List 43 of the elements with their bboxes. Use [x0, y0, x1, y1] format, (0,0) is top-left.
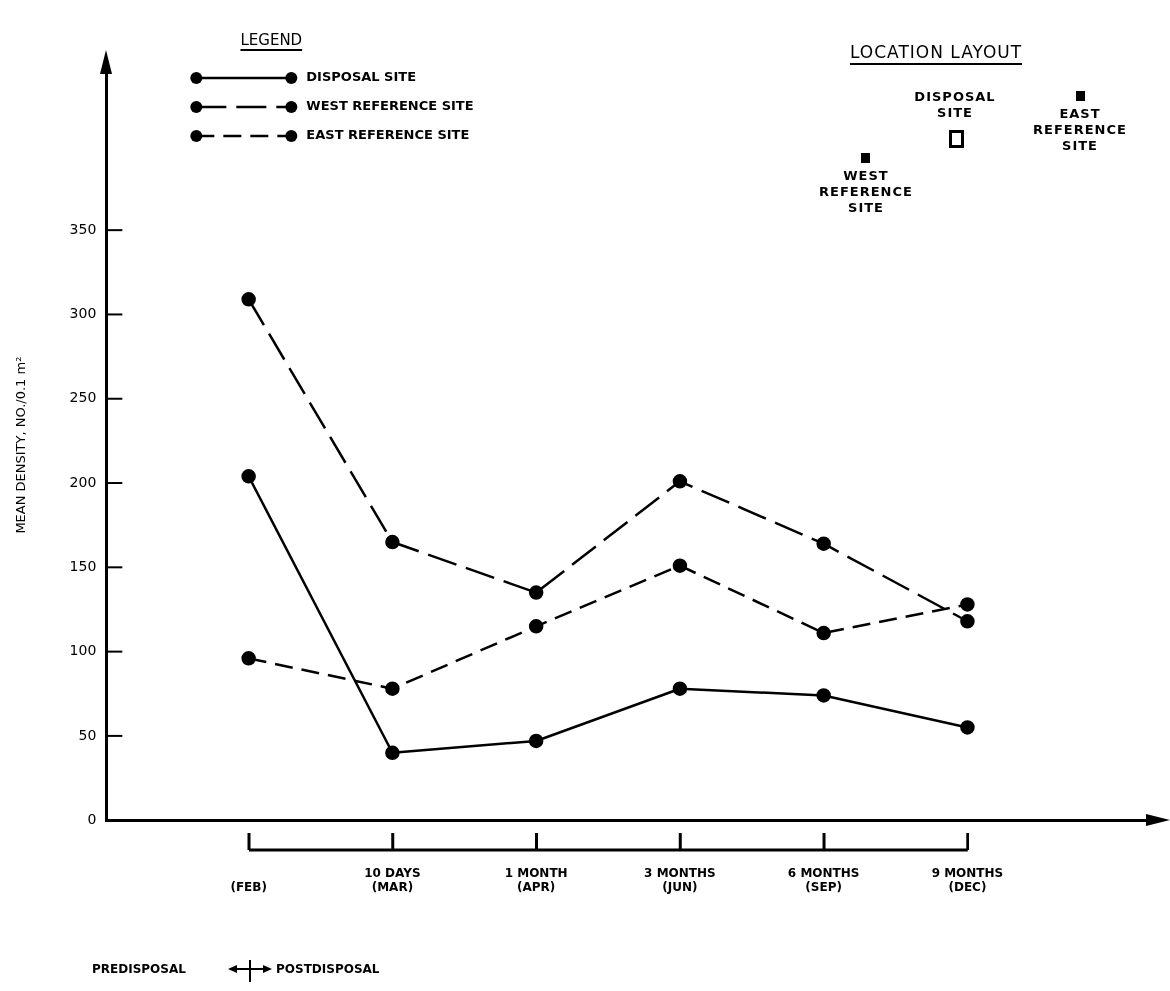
legend-label: EAST REFERENCE SITE: [306, 127, 470, 143]
point: [241, 651, 256, 666]
x-tick-label: 1 MONTH (APR): [504, 865, 568, 894]
text: POSTDISPOSAL: [276, 962, 380, 976]
point: [816, 536, 831, 551]
legend-title: LEGEND: [240, 31, 303, 49]
text: PREDISPOSAL: [92, 962, 186, 976]
y-tick-label: 50: [78, 726, 97, 743]
x-tick-label: 3 MONTHS (JUN): [644, 865, 716, 894]
text: LOCATION LAYOUT: [850, 41, 1023, 65]
annotation: EAST REFERENCE SITE: [1033, 106, 1127, 154]
point: [816, 688, 831, 703]
point: [528, 733, 544, 749]
x-tick-label: 9 MONTHS (DEC): [931, 865, 1004, 894]
annotation: WEST REFERENCE SITE: [819, 168, 913, 216]
point: [528, 619, 544, 634]
point: [241, 292, 256, 307]
y-tick-label: 250: [69, 389, 97, 406]
x-tick-label: (FEB): [230, 879, 267, 894]
point: [385, 745, 400, 761]
annotation: DISPOSAL SITE: [914, 89, 996, 121]
legend-label: DISPOSAL SITE: [306, 69, 417, 85]
y-tick-label: 200: [69, 473, 97, 490]
point: [960, 720, 975, 735]
point: [960, 614, 975, 629]
point: [816, 625, 831, 641]
y-axis-title: MEAN DENSITY, NO./0.1 m²: [13, 356, 29, 534]
point: [385, 534, 400, 550]
y-tick-label: 150: [69, 557, 97, 574]
point: [960, 597, 975, 612]
x-tick-label: 10 DAYS (MAR): [364, 865, 421, 894]
y-tick-label: 300: [69, 305, 97, 322]
y-tick-label: 350: [69, 220, 97, 237]
point: [672, 681, 688, 696]
x-tick-label: 6 MONTHS (SEP): [787, 865, 860, 894]
legend-label: WEST REFERENCE SITE: [306, 98, 474, 114]
y-tick-label: 0: [87, 810, 97, 827]
point: [672, 474, 688, 489]
y-tick-label: 100: [69, 642, 97, 659]
point: [385, 681, 400, 696]
point: [672, 558, 688, 573]
point: [528, 585, 544, 600]
point: [241, 469, 256, 484]
